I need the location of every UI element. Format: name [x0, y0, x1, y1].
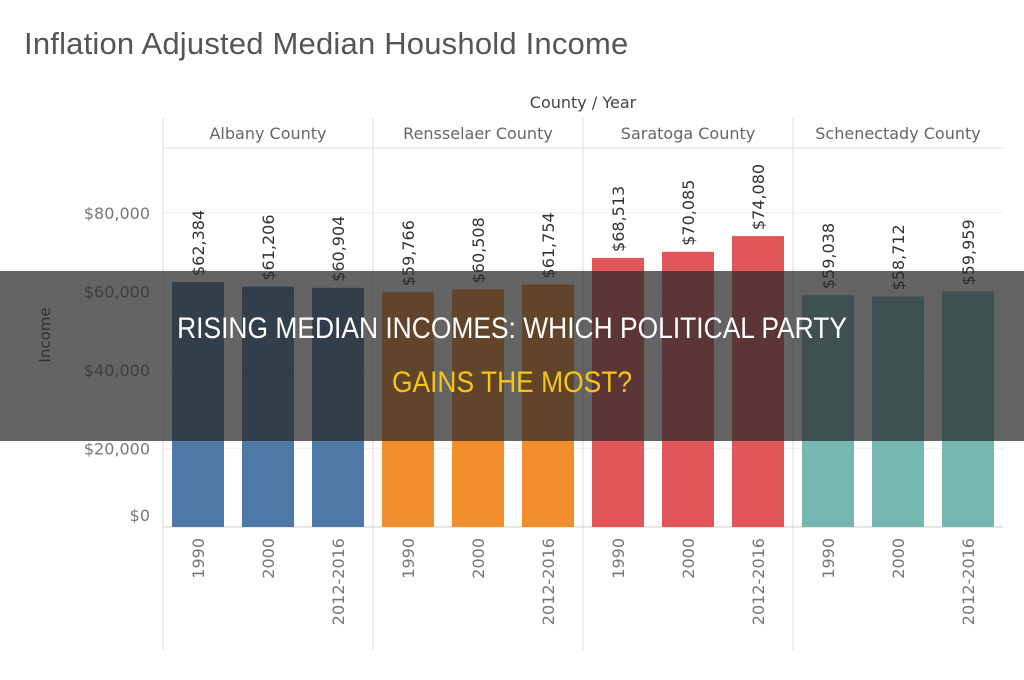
data-label: $68,513: [609, 186, 628, 252]
data-label: $61,754: [539, 212, 558, 278]
data-label: $62,384: [189, 210, 208, 276]
x-tick-label: 2000: [889, 538, 908, 579]
panel-header: Saratoga County: [621, 124, 755, 143]
x-tick-label: 1990: [609, 538, 628, 579]
x-tick-label: 1990: [189, 538, 208, 579]
title-overlay-band: [0, 271, 1024, 441]
x-tick-label: 2000: [259, 538, 278, 579]
x-tick-label: 2000: [469, 538, 488, 579]
data-label: $59,766: [399, 220, 418, 286]
column-header: County / Year: [530, 93, 637, 112]
panel-header: Albany County: [209, 124, 326, 143]
x-tick-label: 1990: [399, 538, 418, 579]
x-tick-label: 2000: [679, 538, 698, 579]
x-tick-label: 1990: [819, 538, 838, 579]
y-tick-label: $0: [130, 506, 150, 525]
data-label: $61,206: [259, 214, 278, 280]
x-tick-label: 2012-2016: [329, 538, 348, 625]
data-label: $60,508: [469, 217, 488, 283]
data-label: $70,085: [679, 180, 698, 246]
overlay-subheadline: GAINS THE MOST?: [391, 366, 633, 399]
overlay-headline: RISING MEDIAN INCOMES: WHICH POLITICAL P…: [177, 312, 847, 345]
panel-header: Schenectady County: [815, 124, 981, 143]
data-label: $60,904: [329, 216, 348, 282]
y-tick-label: $80,000: [84, 204, 150, 223]
panel-header: Rensselaer County: [403, 124, 553, 143]
x-tick-label: 2012-2016: [749, 538, 768, 625]
data-label: $59,959: [959, 219, 978, 285]
data-label: $74,080: [749, 164, 768, 230]
y-tick-label: $20,000: [84, 439, 150, 458]
chart-title: Inflation Adjusted Median Houshold Incom…: [24, 26, 629, 61]
x-tick-label: 2012-2016: [539, 538, 558, 625]
x-tick-label: 2012-2016: [959, 538, 978, 625]
